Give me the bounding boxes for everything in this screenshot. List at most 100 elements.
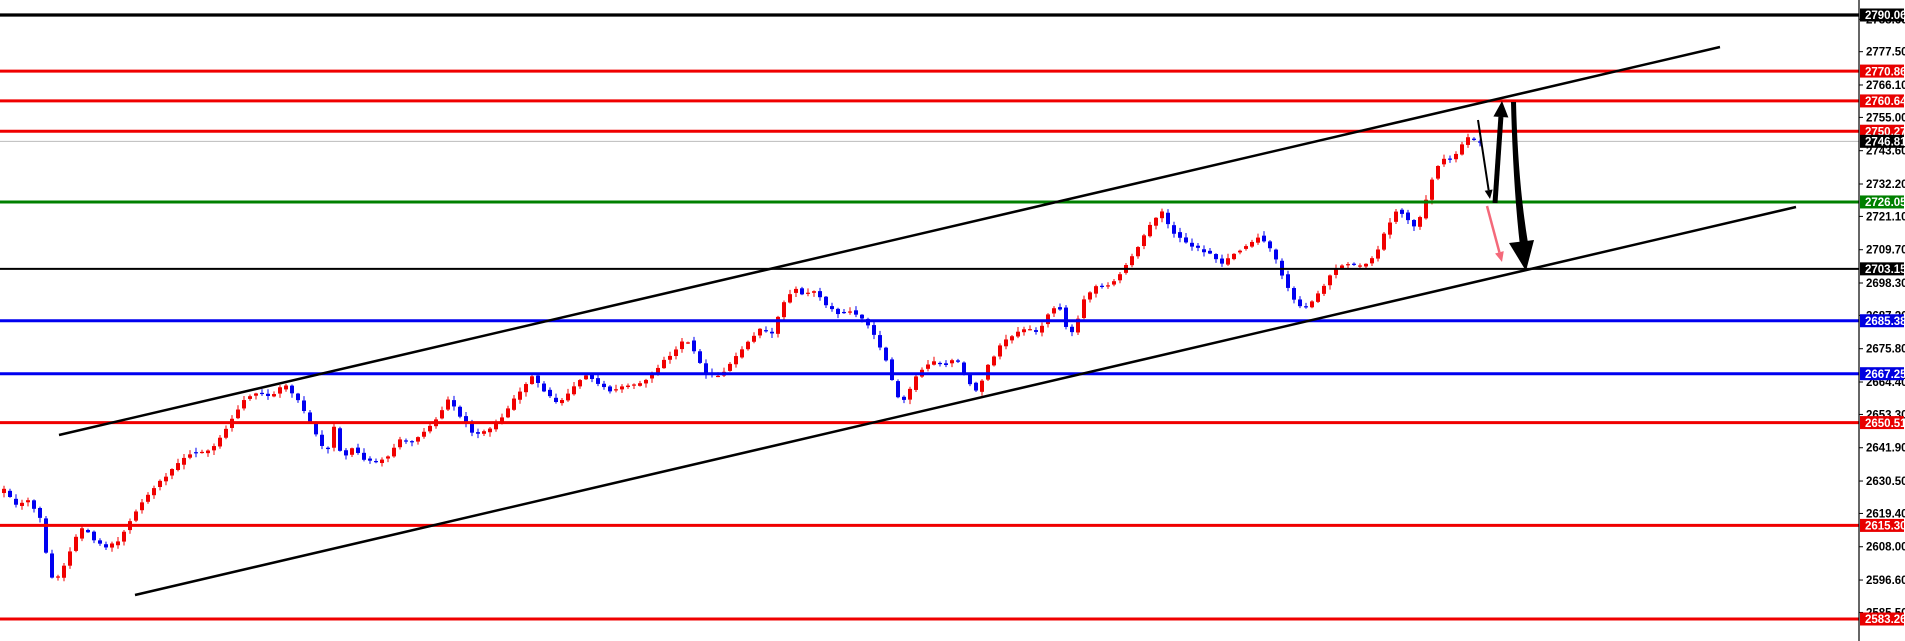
pink-down-arrow-head[interactable] [1495,251,1504,262]
candle-body [1250,241,1254,247]
candle-body [1352,263,1356,265]
candle-body [50,553,54,578]
candle-body [968,374,972,385]
candle-body [932,361,936,365]
thin-down-arrow-head[interactable] [1484,189,1493,199]
big-down-arrow-head[interactable] [1509,240,1534,271]
candle-body [950,360,954,364]
candle-body [428,425,432,432]
candle-body [32,500,36,509]
axis-tick-label: 2732.20 [1866,179,1905,191]
candle-body [878,335,882,348]
annotation-arrows[interactable] [1477,101,1534,271]
candle-body [770,331,774,334]
price-label-2650.51: 2650.51 [1865,418,1905,430]
candle-body [1292,288,1296,300]
candle-body [782,302,786,318]
price-label-bg-2650.51 [1860,416,1904,430]
candle-body [1142,235,1146,247]
candle-body [1406,212,1410,221]
candle-body [1436,165,1440,179]
lower-channel-trendline[interactable] [134,205,1797,597]
candle-body [1082,299,1086,319]
candle-body [176,463,180,470]
candle-body [1286,274,1290,288]
pink-down-arrow-shaft[interactable] [1485,205,1501,253]
candle-body [500,417,504,424]
candle-body [590,374,594,379]
candle-body [1442,158,1446,165]
candle-body [548,389,552,397]
candle-body [620,386,624,390]
candle-body [482,431,486,434]
thick-up-arrow-shaft[interactable] [1492,116,1504,204]
candle-body [1220,258,1224,264]
candle-body [494,423,498,430]
candle-body [260,392,264,395]
price-label-2583.26: 2583.26 [1865,614,1905,626]
candle-body [1226,258,1230,265]
thin-down-arrow-shaft[interactable] [1477,119,1490,191]
candle-body [458,406,462,417]
candle-body [188,454,192,458]
upper-channel-trendline[interactable] [58,45,1721,437]
candle-body [278,387,282,394]
axis-tick-label: 2755.00 [1866,112,1905,124]
candle-body [1136,247,1140,257]
price-label-bg-2790.06 [1860,8,1904,22]
candle-body [1454,153,1458,160]
candle-body [344,450,348,456]
candle-body [734,356,738,365]
price-label-bg-2770.86 [1860,64,1904,78]
candle-body [116,541,120,546]
candle-body [68,551,72,566]
candle-body [524,384,528,393]
candle-body [194,452,198,454]
price-label-2726.05: 2726.05 [1865,197,1905,209]
candle-body [248,396,252,399]
candle-body [1478,141,1482,143]
candle-body [896,381,900,398]
price-label-2760.64: 2760.64 [1865,96,1905,108]
candle-body [974,382,978,391]
candle-body [362,452,366,460]
axis-tick-label: 2596.60 [1866,575,1905,587]
candle-body [602,383,606,388]
horizontal-levels-layer[interactable] [0,13,1859,621]
candle-body [794,288,798,293]
candle-body [608,386,612,392]
axis-tick-label: 2698.30 [1866,278,1905,290]
candle-body [1310,301,1314,308]
price-label-2746.81: 2746.81 [1865,137,1905,149]
candle-body [1202,249,1206,253]
candle-body [200,451,204,454]
candle-body [1316,293,1320,302]
candle-body [488,428,492,433]
candle-body [584,375,588,380]
candle-body [698,351,702,363]
price-label-bg-2760.64 [1860,94,1904,108]
candle-body [788,294,792,303]
candle-body [1358,265,1362,267]
candle-body [236,409,240,419]
thick-up-arrow-head[interactable] [1493,101,1509,118]
candle-body [1022,329,1026,333]
candle-body [212,446,216,451]
candle-body [1010,336,1014,341]
candle-body [1274,249,1278,260]
trend-channel[interactable] [58,45,1797,597]
candle-body [1208,250,1212,254]
candle-body [1394,211,1398,222]
candle-body [284,385,288,390]
price-label-2685.38: 2685.38 [1865,316,1905,328]
price-label-2770.86: 2770.86 [1865,66,1905,78]
candle-body [86,529,90,533]
candle-body [1346,264,1350,266]
big-down-arrow-shaft[interactable] [1511,102,1528,246]
axis-tick-label: 2721.10 [1866,211,1905,223]
price-axis[interactable]: 2788.602777.502766.102755.002743.602732.… [1858,0,1905,641]
candle-body [1268,241,1272,249]
candle-body [884,347,888,361]
candle-body [254,393,258,396]
